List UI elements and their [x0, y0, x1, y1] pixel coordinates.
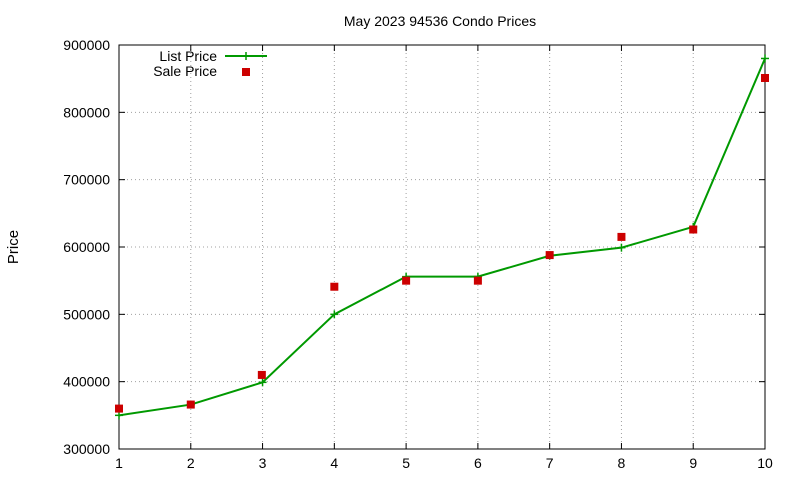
y-tick-label: 600000 — [63, 239, 110, 255]
series-layer — [115, 54, 769, 420]
list-price-point — [258, 378, 267, 387]
sale-price-point — [186, 400, 195, 409]
y-tick-label: 800000 — [63, 104, 110, 120]
sale-price-point — [257, 370, 266, 379]
sale-price-point — [330, 282, 339, 291]
legend-sale-price-label: Sale Price — [153, 63, 217, 79]
list-price-point — [115, 411, 123, 420]
list-price-point — [617, 243, 626, 252]
y-tick-label: 900000 — [63, 37, 110, 53]
x-tick-label: 9 — [689, 455, 697, 471]
sale-price-point — [402, 276, 411, 285]
list-price-point — [330, 310, 339, 319]
sale-price-point — [617, 232, 626, 241]
x-tick-label: 10 — [757, 455, 773, 471]
sale-price-point — [545, 251, 554, 260]
x-tick-label: 7 — [546, 455, 554, 471]
sale-price-point — [761, 73, 769, 82]
y-tick-label: 500000 — [63, 306, 110, 322]
x-tick-label: 2 — [187, 455, 195, 471]
list-price-line — [118, 58, 766, 417]
sale-price-point — [115, 404, 123, 413]
sale-price-point — [473, 276, 482, 285]
x-tick-label: 3 — [259, 455, 267, 471]
x-tick-label: 6 — [474, 455, 482, 471]
x-tick-label: 1 — [115, 455, 123, 471]
x-tick-label: 5 — [402, 455, 410, 471]
grid-layer — [119, 45, 765, 449]
ticks-layer: 300000 400000 500000 600000 700000 800000 9000… — [63, 37, 773, 471]
list-price-point — [761, 54, 769, 63]
y-tick-label: 400000 — [63, 374, 110, 390]
legend-list-price-label: List Price — [159, 48, 217, 64]
chart-title: May 2023 94536 Condo Prices — [344, 13, 536, 29]
y-tick-label: 700000 — [63, 172, 110, 188]
x-tick-label: 4 — [330, 455, 338, 471]
legend-sale-price-swatch — [242, 68, 250, 76]
sale-price-point — [689, 225, 698, 234]
y-tick-label: 300000 — [63, 441, 110, 457]
y-axis-title: Price — [5, 230, 22, 264]
x-tick-label: 8 — [618, 455, 626, 471]
